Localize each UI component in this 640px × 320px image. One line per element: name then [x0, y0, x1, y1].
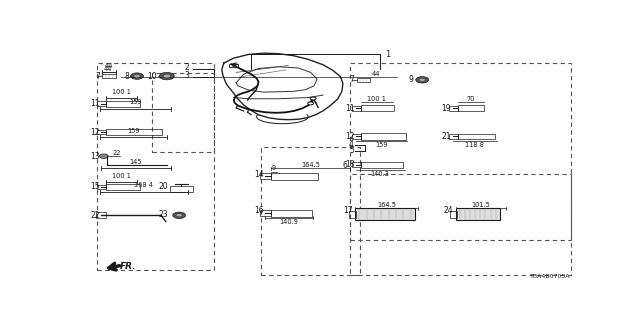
Text: 12: 12 [345, 132, 355, 141]
Circle shape [176, 214, 182, 217]
Text: 7: 7 [95, 72, 100, 81]
Text: 100 1: 100 1 [367, 96, 386, 102]
Text: 17: 17 [344, 206, 353, 215]
Text: 70: 70 [467, 96, 475, 102]
Text: 14: 14 [254, 170, 264, 179]
Text: 2: 2 [184, 63, 189, 72]
Bar [106, 184, 140, 190]
Circle shape [416, 76, 429, 83]
Bar [102, 74, 116, 78]
Text: 101.5: 101.5 [471, 202, 490, 208]
Bar [229, 64, 237, 67]
Text: 7: 7 [349, 75, 355, 84]
Text: 23: 23 [159, 210, 168, 219]
Bar [355, 208, 415, 220]
Bar [97, 101, 106, 106]
Bar [97, 212, 106, 218]
Text: 5: 5 [349, 146, 354, 155]
Bar [106, 100, 140, 107]
Text: 10: 10 [147, 72, 157, 81]
Circle shape [308, 102, 314, 105]
Text: 100 1: 100 1 [112, 172, 131, 179]
Text: 159: 159 [127, 128, 140, 134]
Text: 1: 1 [385, 50, 390, 59]
Text: 22: 22 [90, 211, 100, 220]
Bar [97, 130, 106, 134]
Bar [260, 173, 271, 179]
Bar [170, 186, 193, 192]
Bar [350, 63, 571, 240]
Text: 20: 20 [159, 182, 168, 191]
Circle shape [134, 75, 140, 78]
Circle shape [163, 74, 170, 78]
Text: FR.: FR. [120, 261, 136, 271]
Bar [458, 105, 484, 111]
Circle shape [310, 97, 316, 100]
Text: 11: 11 [345, 104, 355, 113]
Bar [349, 211, 356, 218]
Text: 164.5: 164.5 [301, 162, 320, 168]
Text: TBA4B0705A: TBA4B0705A [529, 274, 570, 279]
Text: 18: 18 [345, 160, 355, 169]
Bar [449, 134, 458, 139]
Bar [456, 208, 500, 220]
Text: 9: 9 [272, 165, 276, 172]
Bar [271, 173, 318, 180]
Circle shape [173, 212, 186, 219]
Bar [152, 73, 214, 152]
Bar [352, 106, 361, 111]
Bar [450, 211, 457, 218]
Text: 22: 22 [112, 150, 121, 156]
Text: 8: 8 [125, 72, 129, 81]
Bar [97, 185, 106, 189]
Bar [352, 162, 361, 167]
Text: 164.5: 164.5 [377, 202, 396, 208]
Bar [361, 162, 403, 168]
Bar [261, 147, 360, 275]
Text: 4: 4 [349, 140, 354, 149]
Text: 44: 44 [104, 66, 113, 72]
Bar [361, 133, 406, 140]
Text: 44: 44 [105, 63, 113, 69]
Bar [361, 105, 394, 111]
Bar [352, 134, 361, 139]
Bar [449, 106, 458, 111]
Circle shape [99, 154, 108, 158]
Circle shape [131, 73, 143, 79]
Circle shape [159, 72, 174, 80]
Text: 3: 3 [184, 71, 189, 80]
Bar [260, 210, 271, 216]
Text: 11: 11 [90, 99, 100, 108]
Text: 100 1: 100 1 [112, 89, 131, 95]
Text: 145: 145 [130, 158, 142, 164]
Text: 13: 13 [90, 152, 100, 161]
Bar [97, 63, 214, 270]
Text: 168 4: 168 4 [134, 182, 154, 188]
Text: 19: 19 [442, 104, 451, 113]
Text: 16: 16 [254, 206, 264, 215]
Text: 44: 44 [372, 71, 380, 76]
Text: 12: 12 [90, 128, 100, 137]
Text: 118 8: 118 8 [465, 142, 484, 148]
Text: 140.9: 140.9 [280, 219, 298, 225]
Text: 15: 15 [90, 182, 100, 191]
Text: 6: 6 [343, 161, 348, 170]
Bar [271, 210, 312, 217]
Circle shape [419, 78, 426, 81]
Text: 9: 9 [409, 75, 414, 84]
Bar [350, 174, 571, 275]
Text: 24: 24 [444, 206, 454, 215]
Text: 140.3: 140.3 [371, 171, 390, 177]
Bar [356, 78, 370, 82]
Text: 21: 21 [442, 132, 451, 141]
Bar [458, 133, 495, 140]
Text: 159: 159 [375, 142, 388, 148]
Bar [106, 129, 162, 135]
Text: 159: 159 [129, 100, 141, 105]
